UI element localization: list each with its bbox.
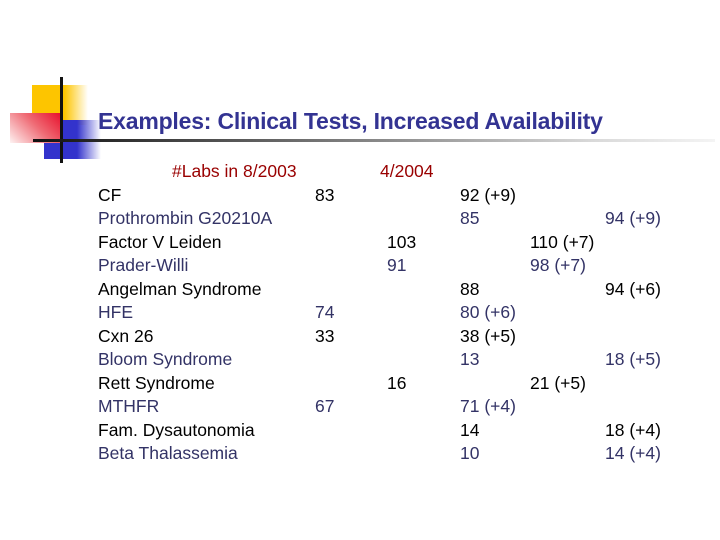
column-header-2003: #Labs in 8/2003 [172,161,297,181]
test-name: Rett Syndrome [98,372,215,393]
test-name: MTHFR [98,396,160,416]
clinical-tests-table: #Labs in 8/2003 4/2004 CF 83 92 (+9) Pro… [98,160,698,466]
test-name: Cxn 26 [98,325,154,346]
slide-title: Examples: Clinical Tests, Increased Avai… [98,108,603,134]
table-row: HFE 74 80 (+6) [98,301,698,325]
labs-2004: 13 [460,349,480,369]
table-row: Fam. Dysautonomia 14 18 (+4) [98,419,698,443]
labs-2004: 21 (+5) [530,372,586,393]
labs-2004: 10 [460,443,480,463]
table-row: Beta Thalassemia 10 14 (+4) [98,442,698,466]
labs-2004: 14 (+4) [605,443,661,463]
table-row: Bloom Syndrome 13 18 (+5) [98,348,698,372]
test-name: CF [98,184,122,205]
labs-2004: 94 (+9) [605,208,661,228]
labs-2003: 74 [315,302,335,322]
test-name: Angelman Syndrome [98,278,262,299]
test-name: Prothrombin G20210A [98,208,273,228]
labs-2004: 38 (+5) [460,325,516,346]
labs-2004: 88 [460,278,480,299]
test-name: Beta Thalassemia [98,443,238,463]
labs-2003: 16 [387,372,407,393]
test-name: Prader-Willi [98,255,189,275]
table-header-row: #Labs in 8/2003 4/2004 [98,160,698,184]
labs-2004: 110 (+7) [530,231,595,252]
table-row: CF 83 92 (+9) [98,184,698,208]
table-row: Rett Syndrome 16 21 (+5) [98,372,698,396]
table-row: Prader-Willi 91 98 (+7) [98,254,698,278]
labs-2003: 33 [315,325,335,346]
table-row: MTHFR 67 71 (+4) [98,395,698,419]
labs-2003: 103 [387,231,417,252]
labs-2004: 80 (+6) [460,302,516,322]
title-underline [33,139,715,142]
labs-2004: 94 (+6) [605,278,661,299]
test-name: Factor V Leiden [98,231,222,252]
table-row: Factor V Leiden 103 110 (+7) [98,231,698,255]
labs-2004: 18 (+5) [605,349,661,369]
labs-2003: 83 [315,184,335,205]
test-name: HFE [98,302,133,322]
labs-2004: 14 [460,419,480,440]
labs-2004: 18 (+4) [605,419,661,440]
test-name: Fam. Dysautonomia [98,419,255,440]
table-row: Cxn 26 33 38 (+5) [98,325,698,349]
column-header-2004: 4/2004 [380,161,434,181]
labs-2004: 98 (+7) [530,255,586,275]
labs-2004: 92 (+9) [460,184,516,205]
table-row: Prothrombin G20210A 85 94 (+9) [98,207,698,231]
red-square-decoration [10,113,60,143]
labs-2003: 91 [387,255,407,275]
table-row: Angelman Syndrome 88 94 (+6) [98,278,698,302]
labs-2004: 71 (+4) [460,396,516,416]
labs-2004: 85 [460,208,480,228]
vertical-line-decoration [60,77,63,163]
labs-2003: 67 [315,396,335,416]
test-name: Bloom Syndrome [98,349,233,369]
